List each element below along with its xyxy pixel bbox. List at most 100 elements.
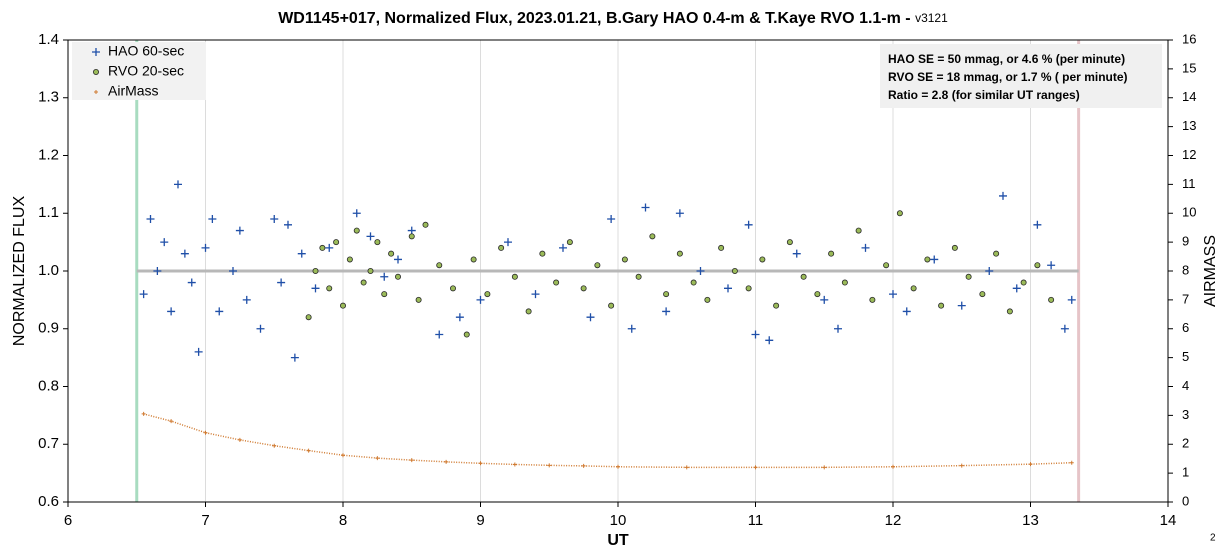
y2-tick-label: 9 [1182,234,1189,249]
point [765,336,774,345]
point [580,285,587,292]
point [525,308,532,315]
point [662,307,671,316]
point [339,302,346,309]
point [341,453,345,458]
point [696,267,705,275]
point [869,296,876,303]
y2-tick-label: 4 [1182,378,1189,393]
point [753,465,758,470]
point [319,244,326,251]
y2-tick-label: 11 [1182,176,1196,191]
point [1048,296,1055,303]
point [455,313,464,322]
point [153,267,162,275]
point [504,238,512,247]
point [896,210,903,217]
point [346,256,353,263]
point [478,461,483,466]
point [820,295,829,304]
point [559,243,567,252]
point [965,273,972,280]
point [476,295,485,304]
point [208,215,217,224]
point [201,243,210,252]
point [375,456,380,461]
point [999,191,1007,200]
y2-tick-label: 6 [1182,320,1189,335]
y2-tick-label: 16 [1182,31,1196,46]
legend-label: HAO 60-sec [108,43,184,59]
point [641,203,650,212]
point [745,285,752,292]
point [1020,279,1027,286]
y2-tick-label: 13 [1182,118,1196,133]
y2-tick-label: 10 [1182,205,1196,220]
point [751,330,760,339]
legend-marker [93,69,100,76]
point [498,244,505,251]
point [902,307,911,316]
y2-tick-label: 2 [1182,436,1189,451]
y2-axis-label: AIRMASS [1202,235,1219,307]
x-tick-label: 10 [610,512,627,529]
point [792,249,801,258]
legend-label: RVO 20-sec [108,63,184,79]
point [891,464,895,469]
y-tick-label: 1.4 [38,31,59,48]
point [684,465,689,470]
point [167,307,176,316]
x-axis-label: UT [607,532,629,549]
point [547,463,552,468]
y-tick-label: 0.6 [38,493,59,510]
point [374,239,381,246]
point [284,220,292,229]
point [822,465,827,470]
point [1028,462,1033,467]
y-tick-label: 1.0 [38,262,59,279]
point [174,180,182,189]
point [352,209,361,218]
y-tick-label: 1.2 [38,146,59,163]
point [566,239,573,246]
point [409,458,414,463]
point [814,291,821,298]
point [690,279,697,286]
y2-tick-label: 15 [1182,60,1196,75]
point [718,244,725,251]
point [215,307,224,316]
point [731,267,738,274]
y-tick-label: 1.1 [38,204,59,221]
point [861,243,870,252]
point [394,255,402,264]
point [360,279,367,286]
annotation: RVO SE = 18 mmag, or 1.7 % ( per minute) [888,70,1128,84]
point [139,290,148,299]
point [312,267,319,274]
point [277,278,286,287]
point [203,430,208,435]
x-tick-label: 8 [339,512,347,529]
y2-tick-label: 5 [1182,349,1189,364]
point [627,324,636,333]
annotation: Ratio = 2.8 (for similar UT ranges) [888,88,1080,102]
y2-tick-label: 1 [1182,465,1189,480]
y2-tick-label: 12 [1182,147,1196,162]
point [1034,262,1041,269]
point [1006,308,1013,315]
point [621,256,628,263]
x-tick-label: 13 [1022,512,1039,529]
point [270,215,279,224]
point [470,256,477,263]
y2-tick-label: 14 [1182,89,1196,104]
point [353,227,360,234]
point [607,215,616,224]
y2-tick-label: 0 [1182,493,1189,508]
point [910,285,917,292]
y-tick-label: 0.8 [38,377,59,394]
x-tick-label: 7 [201,512,209,529]
point [924,256,931,263]
point [594,262,601,269]
point [1033,220,1042,229]
point [675,209,684,218]
